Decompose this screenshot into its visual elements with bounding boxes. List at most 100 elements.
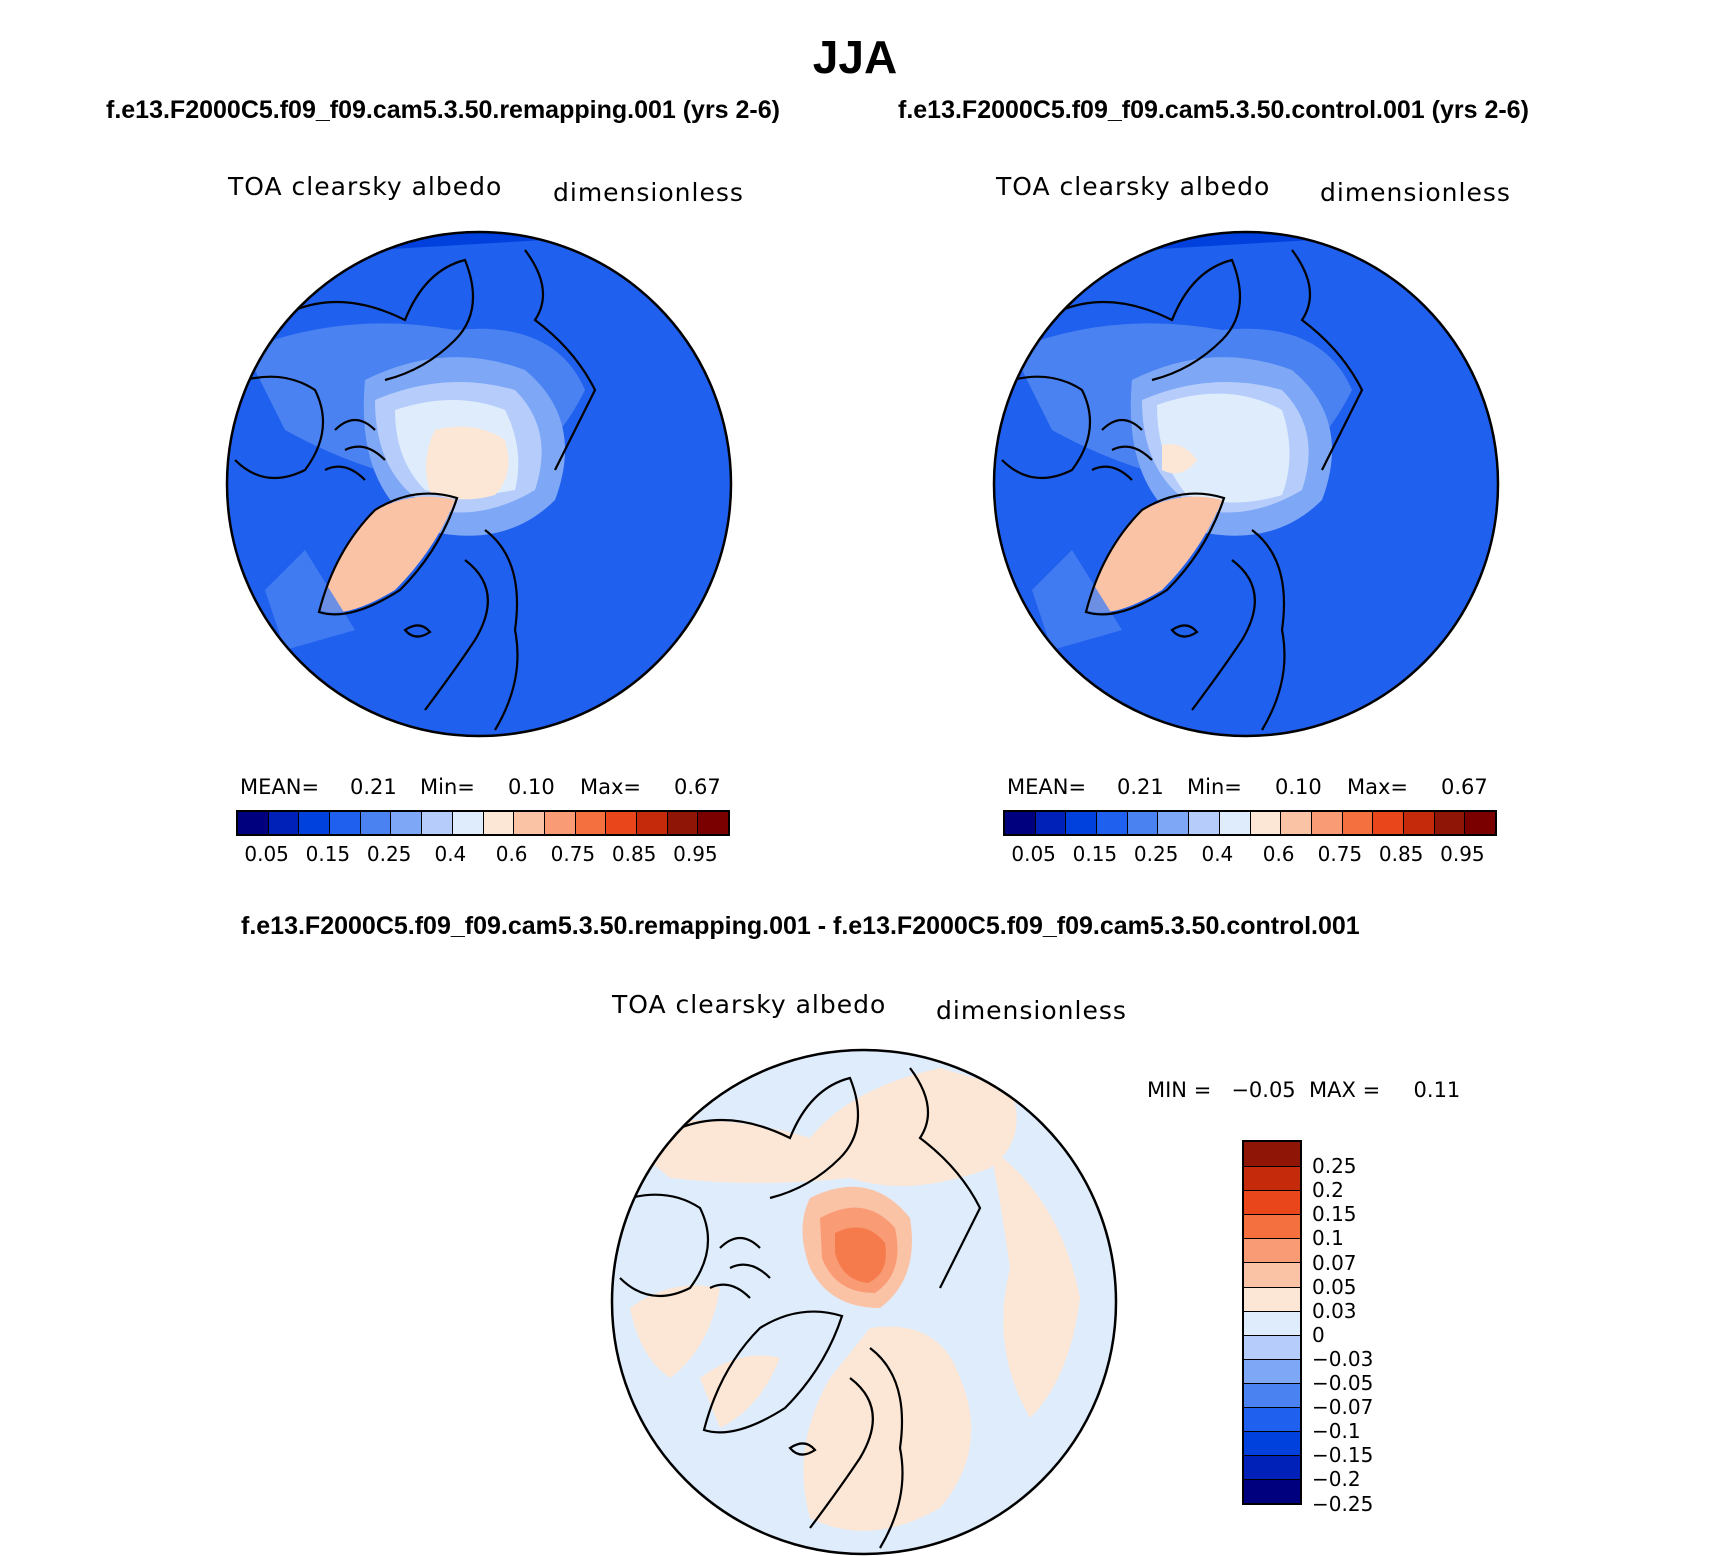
colorbar-swatch — [666, 812, 698, 834]
colorbar-tick-label: 0.95 — [1440, 842, 1485, 866]
panel-2-case-label: f.e13.F2000C5.f09_f09.cam5.3.50.control.… — [898, 96, 1529, 124]
colorbar-swatch — [1096, 812, 1127, 834]
difference-min-max-stats: MIN = −0.05 MAX = 0.11 — [1147, 1078, 1461, 1102]
difference-colorbar — [1242, 1140, 1302, 1506]
colorbar-swatch — [1034, 812, 1066, 834]
colorbar-swatch — [697, 812, 728, 834]
difference-variable-label: TOA clearsky albedo — [612, 990, 887, 1019]
colorbar-swatch — [1244, 1142, 1300, 1167]
colorbar-swatch — [329, 812, 360, 834]
colorbar-swatch — [513, 812, 544, 834]
colorbar-swatch — [1310, 812, 1342, 834]
panel-1-colorbar — [236, 810, 730, 836]
colorbar-tick-label: 0.15 — [1072, 842, 1118, 866]
colorbar-swatch — [1244, 1407, 1300, 1432]
colorbar-swatch — [1126, 812, 1158, 834]
colorbar-tick-label: 0.2 — [1312, 1178, 1344, 1203]
panel-1-max-label: Max= — [580, 775, 642, 799]
panel-1-min-value: 0.10 — [508, 775, 555, 799]
colorbar-swatch — [1065, 812, 1097, 834]
colorbar-swatch — [574, 812, 606, 834]
colorbar-swatch — [1372, 812, 1403, 834]
panel-1-polar-map — [225, 230, 733, 738]
colorbar-tick-label: 0 — [1312, 1322, 1325, 1347]
colorbar-tick-label: 0.6 — [495, 842, 528, 866]
colorbar-swatch — [605, 812, 636, 834]
colorbar-swatch — [1244, 1214, 1300, 1239]
panel-2-min-label: Min= — [1187, 775, 1242, 799]
colorbar-swatch — [1244, 1190, 1300, 1215]
colorbar-tick-label: 0.85 — [611, 842, 657, 866]
panel-1-units-label: dimensionless — [553, 178, 744, 207]
colorbar-tick-label: 0.05 — [244, 842, 289, 866]
colorbar-tick-label: 0.75 — [1317, 842, 1363, 866]
colorbar-swatch — [1433, 812, 1465, 834]
difference-units-label: dimensionless — [936, 996, 1127, 1025]
colorbar-tick-label: 0.4 — [1201, 842, 1234, 866]
colorbar-tick-label: 0.75 — [550, 842, 596, 866]
colorbar-tick-label: −0.15 — [1312, 1443, 1374, 1468]
panel-2-units-label: dimensionless — [1320, 178, 1511, 207]
panel-2-min-value: 0.10 — [1275, 775, 1322, 799]
colorbar-swatch — [1244, 1479, 1300, 1504]
colorbar-tick-label: 0.15 — [305, 842, 351, 866]
colorbar-tick-label: 0.95 — [673, 842, 718, 866]
colorbar-tick-label: 0.25 — [366, 842, 412, 866]
panel-2-colorbar — [1003, 810, 1497, 836]
panel-2-max-value: 0.67 — [1441, 775, 1488, 799]
colorbar-swatch — [421, 812, 452, 834]
colorbar-swatch — [1249, 812, 1281, 834]
colorbar-tick-label: 0.4 — [434, 842, 467, 866]
colorbar-swatch — [1218, 812, 1250, 834]
colorbar-swatch — [1341, 812, 1373, 834]
colorbar-swatch — [1244, 1382, 1300, 1408]
colorbar-tick-label: −0.05 — [1312, 1371, 1374, 1395]
colorbar-tick-label: 0.85 — [1378, 842, 1424, 866]
colorbar-swatch — [451, 812, 483, 834]
panel-2-mean-value: 0.21 — [1117, 775, 1164, 799]
panel-1-min-label: Min= — [420, 775, 475, 799]
colorbar-tick-label: 0.03 — [1312, 1298, 1357, 1323]
colorbar-swatch — [1244, 1286, 1300, 1311]
colorbar-tick-label: −0.07 — [1312, 1395, 1374, 1420]
colorbar-tick-label: 0.05 — [1312, 1274, 1357, 1299]
colorbar-swatch — [1402, 812, 1434, 834]
colorbar-swatch — [390, 812, 422, 834]
panel-1-mean-label: MEAN= — [240, 775, 320, 799]
colorbar-swatch — [1464, 812, 1495, 834]
colorbar-tick-label: −0.2 — [1312, 1467, 1361, 1492]
colorbar-swatch — [1244, 1262, 1300, 1287]
colorbar-swatch — [298, 812, 330, 834]
colorbar-swatch — [635, 812, 667, 834]
colorbar-swatch — [1244, 1455, 1300, 1480]
panel-2-max-label: Max= — [1347, 775, 1409, 799]
colorbar-tick-label: 0.25 — [1133, 842, 1179, 866]
colorbar-tick-label: 0.6 — [1262, 842, 1295, 866]
panel-1-variable-label: TOA clearsky albedo — [228, 172, 503, 201]
colorbar-swatch — [1157, 812, 1189, 834]
colorbar-tick-label: 0.25 — [1312, 1154, 1357, 1179]
panel-1-colorbar-ticks: 0.05 0.15 0.25 0.4 0.6 0.75 0.85 0.95 — [236, 842, 730, 866]
colorbar-swatch — [1244, 1431, 1300, 1456]
colorbar-tick-label: 0.1 — [1312, 1226, 1344, 1251]
difference-polar-map — [610, 1048, 1118, 1556]
colorbar-swatch — [1244, 1238, 1300, 1263]
colorbar-swatch — [1244, 1310, 1300, 1335]
colorbar-swatch — [1005, 812, 1035, 834]
colorbar-tick-label: −0.03 — [1312, 1346, 1374, 1371]
colorbar-tick-label: 0.05 — [1011, 842, 1056, 866]
colorbar-swatch — [1244, 1334, 1300, 1359]
panel-1-mean-value: 0.21 — [350, 775, 397, 799]
panel-2-variable-label: TOA clearsky albedo — [996, 172, 1271, 201]
colorbar-tick-label: −0.1 — [1312, 1419, 1361, 1444]
colorbar-tick-label: 0.07 — [1312, 1250, 1357, 1275]
difference-case-label: f.e13.F2000C5.f09_f09.cam5.3.50.remappin… — [241, 912, 1360, 940]
colorbar-tick-label: 0.15 — [1312, 1202, 1357, 1227]
colorbar-swatch — [1188, 812, 1219, 834]
colorbar-swatch — [1244, 1166, 1300, 1191]
colorbar-swatch — [267, 812, 299, 834]
page-title: JJA — [812, 31, 898, 83]
colorbar-swatch — [1280, 812, 1311, 834]
colorbar-swatch — [482, 812, 514, 834]
panel-2-polar-map — [992, 230, 1500, 738]
